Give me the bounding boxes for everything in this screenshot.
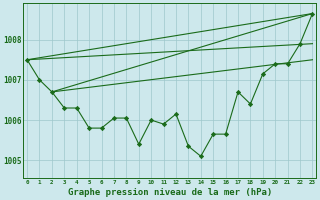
X-axis label: Graphe pression niveau de la mer (hPa): Graphe pression niveau de la mer (hPa) bbox=[68, 188, 272, 197]
